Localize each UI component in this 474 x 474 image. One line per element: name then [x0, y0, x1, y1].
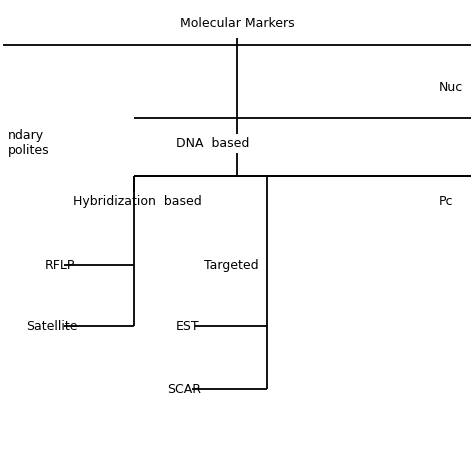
Text: SCAR: SCAR	[167, 383, 201, 396]
Text: Satellite: Satellite	[26, 319, 78, 332]
Text: Nuc: Nuc	[438, 81, 463, 93]
Text: ndary
polites: ndary polites	[8, 129, 49, 157]
Text: Pc: Pc	[438, 195, 453, 209]
Text: Targeted: Targeted	[204, 259, 259, 272]
Text: EST: EST	[176, 319, 200, 332]
Text: DNA  based: DNA based	[176, 137, 249, 150]
Text: Molecular Markers: Molecular Markers	[180, 18, 294, 30]
Text: Hybridization  based: Hybridization based	[73, 195, 202, 209]
Text: RFLP: RFLP	[45, 259, 75, 272]
